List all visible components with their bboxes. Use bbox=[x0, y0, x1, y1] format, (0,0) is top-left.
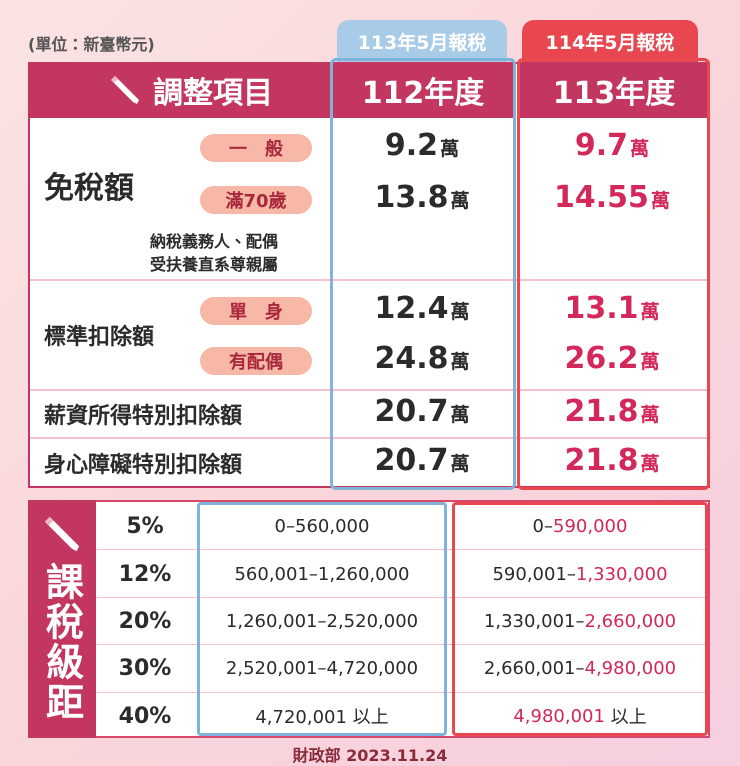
amount-unit: 萬 bbox=[450, 190, 470, 212]
old-tab: 113年5月報稅 bbox=[337, 20, 507, 62]
amount-number: 24.8 bbox=[374, 341, 449, 376]
range-part: 2,660,000 bbox=[584, 610, 677, 632]
new-range: 1,330,001– 2,660,000 bbox=[452, 598, 708, 645]
new-year-header: 113年度 bbox=[518, 62, 710, 118]
amount: 12.4 萬 bbox=[332, 291, 512, 331]
pencil-icon bbox=[44, 516, 80, 552]
sub-label-pill: 滿70歲 bbox=[200, 186, 312, 214]
range-part: 以上 bbox=[604, 707, 647, 729]
tax-rate: 12% bbox=[118, 561, 172, 587]
row-label: 身心障礙特別扣除額 bbox=[44, 453, 243, 478]
new-tab: 114年5月報稅 bbox=[522, 20, 698, 62]
row-divider bbox=[96, 596, 708, 598]
row-label: 薪資所得特別扣除額 bbox=[44, 404, 243, 429]
new-column-border bbox=[517, 58, 710, 490]
amount-number: 20.7 bbox=[374, 394, 449, 429]
amount: 24.8 萬 bbox=[332, 341, 512, 381]
new-range: 590,001– 1,330,000 bbox=[452, 550, 708, 597]
row-divider bbox=[96, 644, 708, 646]
old-range-border bbox=[197, 502, 447, 736]
bracket-title: 課稅級距 bbox=[39, 562, 84, 722]
pencil-icon bbox=[111, 76, 139, 104]
row-divider bbox=[96, 549, 708, 551]
amount: 26.2 萬 bbox=[522, 341, 702, 381]
new-range: 4,980,001 以上 bbox=[452, 693, 708, 740]
amount-unit: 萬 bbox=[640, 453, 660, 475]
old-year-header: 112年度 bbox=[330, 62, 516, 118]
amount-unit: 萬 bbox=[640, 404, 660, 426]
new-range: 0– 590,000 bbox=[452, 503, 708, 550]
amount: 13.8 萬 bbox=[332, 180, 512, 220]
amount-unit: 萬 bbox=[450, 404, 470, 426]
row-divider bbox=[30, 389, 708, 391]
amount-unit: 萬 bbox=[630, 138, 650, 160]
amount-number: 21.8 bbox=[564, 394, 639, 429]
sub-label-pill: 有配偶 bbox=[200, 347, 312, 375]
old-range: 0–560,000 bbox=[274, 516, 370, 538]
amount-number: 9.7 bbox=[574, 128, 629, 163]
range-part: 2,660,001– bbox=[483, 658, 585, 680]
new-range: 2,660,001– 4,980,000 bbox=[452, 645, 708, 692]
amount-number: 9.2 bbox=[384, 128, 439, 163]
amount: 14.55 萬 bbox=[522, 180, 702, 220]
amount: 20.7 萬 bbox=[332, 394, 512, 434]
amount: 21.8 萬 bbox=[522, 394, 702, 434]
old-range: 4,720,001 以上 bbox=[255, 707, 389, 729]
bracket-title-cell: 課稅級距 bbox=[28, 500, 96, 738]
tax-rate: 20% bbox=[118, 608, 172, 634]
range-part: 0– bbox=[532, 516, 553, 538]
note-line: 受扶養直系尊親屬 bbox=[150, 255, 279, 274]
bracket-table bbox=[28, 500, 710, 738]
new-range-border bbox=[452, 502, 708, 736]
old-range: 560,001–1,260,000 bbox=[234, 563, 410, 585]
sub-label-pill: 單 身 bbox=[200, 297, 312, 325]
amount-number: 13.8 bbox=[374, 180, 449, 215]
row-label: 標準扣除額 bbox=[44, 325, 155, 350]
amount: 21.8 萬 bbox=[522, 443, 702, 483]
range-part: 1,330,000 bbox=[575, 563, 668, 585]
row-divider bbox=[30, 437, 708, 439]
amount-unit: 萬 bbox=[450, 351, 470, 373]
amount-number: 26.2 bbox=[564, 341, 639, 376]
amount-number: 14.55 bbox=[554, 180, 649, 215]
unit-note: (單位：新臺幣元) bbox=[28, 35, 155, 54]
amount: 13.1 萬 bbox=[522, 291, 702, 331]
amount-number: 13.1 bbox=[564, 291, 639, 326]
sub-label-pill: 一 般 bbox=[200, 134, 312, 162]
range-part: 590,000 bbox=[553, 516, 628, 538]
range-part: 4,980,001 bbox=[513, 705, 605, 727]
amount: 9.2 萬 bbox=[332, 128, 512, 168]
tax-rate: 5% bbox=[126, 514, 164, 540]
range-part: 1,330,001– bbox=[483, 610, 585, 632]
range-part: 4,980,000 bbox=[584, 658, 677, 680]
note-line: 納稅義務人、配偶 bbox=[150, 232, 279, 251]
old-column-border bbox=[330, 58, 516, 490]
row-divider bbox=[30, 279, 708, 281]
old-range: 2,520,001–4,720,000 bbox=[225, 658, 419, 680]
row-divider bbox=[96, 691, 708, 693]
amount: 20.7 萬 bbox=[332, 443, 512, 483]
amount-unit: 萬 bbox=[450, 301, 470, 323]
amount-unit: 萬 bbox=[640, 351, 660, 373]
amount-number: 20.7 bbox=[374, 443, 449, 478]
amount-number: 12.4 bbox=[374, 291, 449, 326]
item-header-title: 調整項目 bbox=[153, 76, 273, 111]
item-header-inner: 調整項目 bbox=[70, 62, 310, 118]
tax-rate: 30% bbox=[118, 656, 172, 682]
old-range: 1,260,001–2,520,000 bbox=[225, 610, 419, 632]
amount-unit: 萬 bbox=[650, 190, 670, 212]
main-table bbox=[28, 62, 710, 488]
amount-unit: 萬 bbox=[450, 453, 470, 475]
tax-rate: 40% bbox=[118, 703, 172, 729]
amount-unit: 萬 bbox=[440, 138, 460, 160]
item-header bbox=[28, 62, 330, 118]
footer: 財政部 2023.11.24 bbox=[292, 746, 448, 765]
row-label: 免稅額 bbox=[44, 171, 134, 206]
amount-number: 21.8 bbox=[564, 443, 639, 478]
amount-unit: 萬 bbox=[640, 301, 660, 323]
amount: 9.7 萬 bbox=[522, 128, 702, 168]
range-part: 590,001– bbox=[492, 563, 576, 585]
